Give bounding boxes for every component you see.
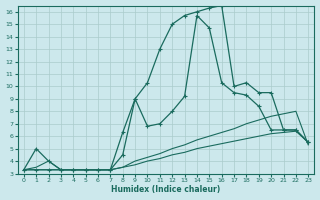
X-axis label: Humidex (Indice chaleur): Humidex (Indice chaleur) bbox=[111, 185, 221, 194]
